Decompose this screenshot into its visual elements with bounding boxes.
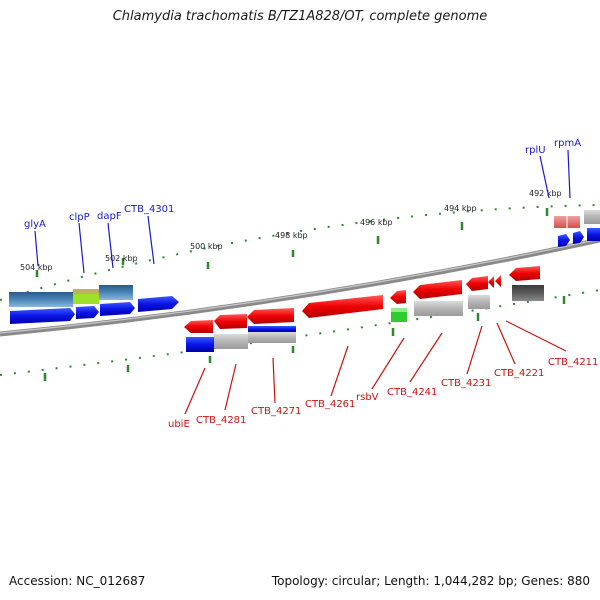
gene-label-clpP: clpP bbox=[69, 212, 90, 223]
gene-label-CTB_4301: CTB_4301 bbox=[124, 204, 174, 215]
gene-CTB_4231-block bbox=[468, 295, 490, 309]
gene-CTB_4211-arrow bbox=[509, 266, 540, 281]
gene-label-rpmA: rpmA bbox=[554, 138, 581, 149]
gene-label-ubiE: ubiE bbox=[168, 419, 190, 430]
reverse-row2 bbox=[186, 285, 544, 352]
gene-label-rsbV: rsbV bbox=[356, 392, 379, 403]
gene-CTB_4281-arrow bbox=[214, 314, 247, 329]
scale-label-500: 500 kbp bbox=[190, 242, 223, 251]
gene-clpP-arrow bbox=[76, 306, 99, 319]
gene-CTB_4221b-arrow bbox=[495, 275, 501, 287]
map-title: Chlamydia trachomatis B/TZ1A828/OT, comp… bbox=[112, 9, 488, 24]
topology-text: Topology: circular; Length: 1,044,282 bp… bbox=[271, 574, 590, 588]
gene-label-CTB_4221: CTB_4221 bbox=[494, 368, 544, 379]
outer-scale-ticks bbox=[35, 208, 549, 277]
scale-label-496: 496 kbp bbox=[360, 218, 393, 227]
inner-scale-track bbox=[0, 289, 600, 376]
gene-rsbV-arrow bbox=[390, 290, 406, 304]
forward-leaders bbox=[34, 149, 571, 274]
gene-rpmA-arrow bbox=[573, 231, 584, 244]
gene-dapF-block bbox=[99, 285, 133, 300]
inner-scale-ticks bbox=[43, 296, 566, 381]
gene-CTB_4211-block bbox=[512, 285, 544, 301]
forward-row2 bbox=[10, 228, 600, 324]
gene-label-CTB_4241: CTB_4241 bbox=[387, 387, 437, 398]
gene-label-CTB_4271: CTB_4271 bbox=[251, 406, 301, 417]
gene-ubiE-arrow bbox=[184, 320, 213, 333]
accession-text: Accession: NC_012687 bbox=[9, 574, 146, 588]
gene-dapF-arrow bbox=[100, 302, 135, 316]
gene-CTB_4281-block bbox=[214, 334, 248, 349]
gene-rplU-arrow bbox=[558, 234, 570, 247]
scale-label-492: 492 kbp bbox=[529, 189, 562, 198]
gene-label-dapF: dapF bbox=[97, 211, 122, 222]
gene-label-CTB_4211: CTB_4211 bbox=[548, 357, 598, 368]
gene-label-glyA: glyA bbox=[24, 219, 46, 230]
gene-CTB_4241-block bbox=[414, 301, 463, 316]
gene-label-CTB_4281: CTB_4281 bbox=[196, 415, 246, 426]
gene-CTB_4261-arrow bbox=[302, 295, 383, 318]
scale-label-502: 502 kbp bbox=[105, 254, 138, 263]
gene-CTB_4241-arrow bbox=[413, 280, 462, 299]
gene-label-rplU: rplU bbox=[525, 145, 546, 156]
gene-glyA-arrow bbox=[10, 308, 75, 324]
gene-CTB_4301-arrow bbox=[138, 296, 179, 312]
outer-scale-track bbox=[0, 204, 600, 301]
scale-label-498: 498 kbp bbox=[275, 231, 308, 240]
gene-ubiE-block bbox=[186, 337, 214, 352]
forward-row1 bbox=[9, 285, 133, 307]
genome-backbone bbox=[0, 237, 600, 337]
reverse-row1 bbox=[184, 266, 540, 333]
gene-label-CTB_4231: CTB_4231 bbox=[441, 378, 491, 389]
gene-CTB_4221a-arrow bbox=[488, 276, 494, 288]
gene-CTB_4271-block bbox=[248, 326, 296, 332]
reverse-leaders bbox=[184, 320, 567, 415]
scale-label-504: 504 kbp bbox=[20, 263, 53, 272]
gene-glyA-block bbox=[9, 292, 73, 307]
gene-CTB_4271-arrow bbox=[247, 308, 294, 324]
gene-edge-arrow bbox=[587, 228, 600, 241]
forward-row1-right bbox=[554, 210, 600, 228]
gene-label-CTB_4261: CTB_4261 bbox=[305, 399, 355, 410]
gene-CTB_4231-arrow bbox=[466, 276, 488, 291]
scale-label-494: 494 kbp bbox=[444, 204, 477, 213]
